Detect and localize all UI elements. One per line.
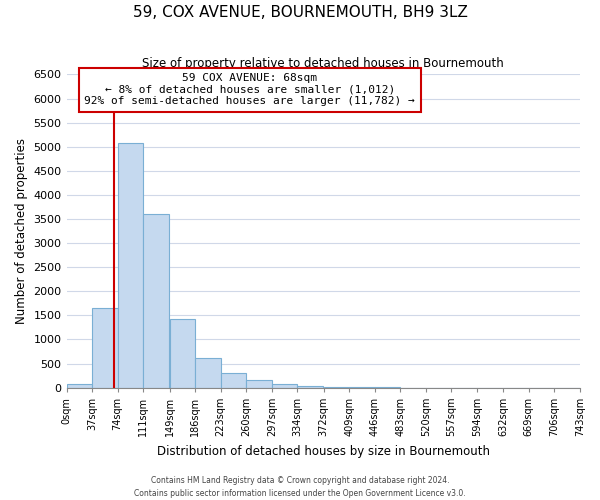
Bar [92, 308, 118, 388]
Bar [170, 319, 195, 388]
Bar [298, 386, 323, 388]
Bar [67, 384, 92, 388]
Bar [221, 373, 246, 388]
Text: 59 COX AVENUE: 68sqm
← 8% of detached houses are smaller (1,012)
92% of semi-det: 59 COX AVENUE: 68sqm ← 8% of detached ho… [84, 74, 415, 106]
Text: Contains HM Land Registry data © Crown copyright and database right 2024.
Contai: Contains HM Land Registry data © Crown c… [134, 476, 466, 498]
Bar [246, 380, 272, 388]
Bar [195, 358, 221, 388]
Bar [272, 384, 298, 388]
X-axis label: Distribution of detached houses by size in Bournemouth: Distribution of detached houses by size … [157, 444, 490, 458]
Bar [118, 143, 143, 388]
Y-axis label: Number of detached properties: Number of detached properties [15, 138, 28, 324]
Title: Size of property relative to detached houses in Bournemouth: Size of property relative to detached ho… [142, 58, 504, 70]
Bar [143, 214, 169, 388]
Text: 59, COX AVENUE, BOURNEMOUTH, BH9 3LZ: 59, COX AVENUE, BOURNEMOUTH, BH9 3LZ [133, 5, 467, 20]
